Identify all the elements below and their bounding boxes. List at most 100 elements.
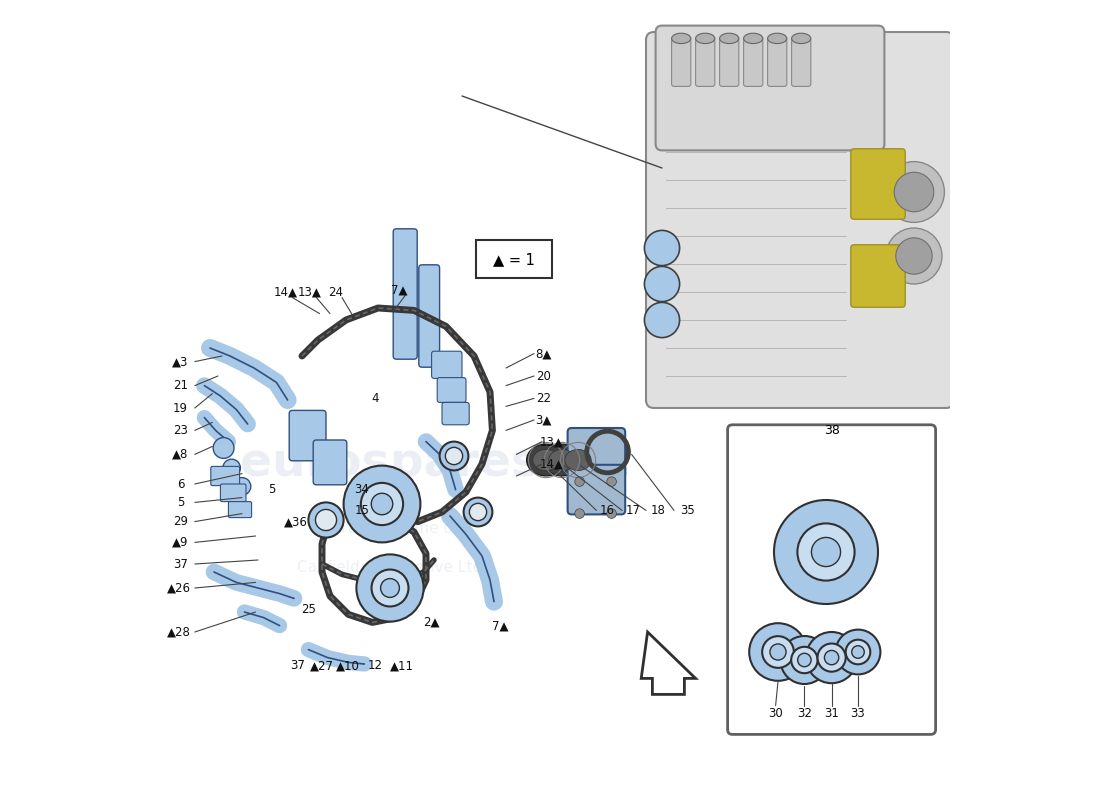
Text: 12: 12 bbox=[368, 659, 383, 672]
FancyBboxPatch shape bbox=[314, 440, 346, 485]
Ellipse shape bbox=[719, 34, 739, 44]
Ellipse shape bbox=[527, 444, 565, 476]
Circle shape bbox=[446, 447, 463, 465]
FancyBboxPatch shape bbox=[289, 410, 326, 461]
FancyBboxPatch shape bbox=[850, 245, 905, 307]
Circle shape bbox=[817, 643, 846, 672]
Text: a trading name of: a trading name of bbox=[321, 521, 459, 535]
Polygon shape bbox=[641, 632, 695, 694]
Text: ▲36: ▲36 bbox=[284, 515, 308, 528]
Text: 13▲: 13▲ bbox=[298, 286, 322, 298]
Circle shape bbox=[798, 523, 855, 581]
Text: 15: 15 bbox=[354, 504, 370, 517]
Ellipse shape bbox=[559, 444, 597, 476]
Text: eurospares: eurospares bbox=[241, 442, 540, 486]
Circle shape bbox=[440, 442, 469, 470]
Text: ▲27: ▲27 bbox=[310, 659, 334, 672]
Circle shape bbox=[770, 644, 786, 660]
FancyBboxPatch shape bbox=[672, 38, 691, 86]
Circle shape bbox=[372, 570, 408, 606]
FancyBboxPatch shape bbox=[220, 484, 246, 502]
Circle shape bbox=[213, 438, 234, 458]
Text: 21: 21 bbox=[173, 379, 188, 392]
Text: 8▲: 8▲ bbox=[536, 347, 552, 360]
Text: ▲8: ▲8 bbox=[173, 448, 188, 461]
Circle shape bbox=[645, 230, 680, 266]
Circle shape bbox=[812, 538, 840, 566]
FancyBboxPatch shape bbox=[442, 402, 470, 425]
Text: ▲10: ▲10 bbox=[337, 659, 361, 672]
FancyBboxPatch shape bbox=[719, 38, 739, 86]
FancyBboxPatch shape bbox=[768, 38, 786, 86]
Circle shape bbox=[762, 636, 794, 668]
Text: 14▲: 14▲ bbox=[274, 286, 298, 298]
FancyBboxPatch shape bbox=[850, 149, 905, 219]
Circle shape bbox=[851, 646, 865, 658]
Text: 7▲: 7▲ bbox=[392, 283, 408, 296]
Text: 31: 31 bbox=[824, 707, 839, 720]
Text: ▲28: ▲28 bbox=[167, 626, 190, 638]
FancyBboxPatch shape bbox=[744, 38, 762, 86]
Text: 13▲: 13▲ bbox=[540, 435, 563, 448]
Text: 5: 5 bbox=[268, 483, 275, 496]
Circle shape bbox=[607, 509, 616, 518]
Circle shape bbox=[575, 477, 584, 486]
Text: 24: 24 bbox=[328, 286, 343, 298]
Ellipse shape bbox=[532, 450, 559, 470]
Circle shape bbox=[886, 228, 942, 284]
Circle shape bbox=[894, 172, 934, 212]
Circle shape bbox=[316, 510, 337, 530]
Text: ▲26: ▲26 bbox=[167, 582, 190, 594]
Ellipse shape bbox=[672, 34, 691, 44]
Ellipse shape bbox=[768, 34, 786, 44]
Ellipse shape bbox=[695, 34, 715, 44]
Circle shape bbox=[806, 632, 857, 683]
Circle shape bbox=[824, 650, 839, 665]
Text: ▲3: ▲3 bbox=[173, 355, 188, 368]
Text: 16: 16 bbox=[601, 504, 615, 517]
FancyBboxPatch shape bbox=[419, 265, 440, 367]
FancyBboxPatch shape bbox=[229, 502, 252, 518]
FancyBboxPatch shape bbox=[695, 38, 715, 86]
Text: 32: 32 bbox=[798, 707, 812, 720]
FancyBboxPatch shape bbox=[646, 32, 954, 408]
FancyBboxPatch shape bbox=[656, 26, 884, 150]
Circle shape bbox=[356, 554, 424, 622]
FancyBboxPatch shape bbox=[568, 428, 625, 478]
Circle shape bbox=[607, 477, 616, 486]
Text: 30: 30 bbox=[768, 707, 783, 720]
Circle shape bbox=[774, 500, 878, 604]
Circle shape bbox=[233, 478, 251, 495]
Text: 4: 4 bbox=[372, 392, 379, 405]
Ellipse shape bbox=[564, 450, 591, 470]
FancyBboxPatch shape bbox=[211, 466, 240, 486]
Text: 34: 34 bbox=[354, 483, 370, 496]
Text: ▲9: ▲9 bbox=[172, 536, 189, 549]
Circle shape bbox=[791, 646, 817, 674]
Text: 14▲: 14▲ bbox=[540, 458, 563, 470]
Circle shape bbox=[895, 238, 932, 274]
FancyBboxPatch shape bbox=[792, 38, 811, 86]
Text: 37: 37 bbox=[173, 558, 188, 570]
Text: Canfield Automotive Ltd: Canfield Automotive Ltd bbox=[297, 561, 483, 575]
Text: 35: 35 bbox=[680, 504, 695, 517]
Text: 22: 22 bbox=[536, 392, 551, 405]
Text: 20: 20 bbox=[536, 370, 551, 382]
FancyBboxPatch shape bbox=[475, 240, 552, 278]
Circle shape bbox=[798, 654, 811, 666]
Text: 29: 29 bbox=[173, 515, 188, 528]
Text: 19: 19 bbox=[173, 402, 188, 414]
Circle shape bbox=[343, 466, 420, 542]
Text: 25: 25 bbox=[301, 603, 316, 616]
FancyBboxPatch shape bbox=[431, 351, 462, 378]
Circle shape bbox=[470, 503, 486, 521]
Text: 3▲: 3▲ bbox=[536, 414, 552, 426]
Circle shape bbox=[361, 483, 403, 525]
Text: 18: 18 bbox=[650, 504, 666, 517]
Text: 5: 5 bbox=[177, 496, 184, 509]
Circle shape bbox=[645, 266, 680, 302]
Text: 23: 23 bbox=[173, 424, 188, 437]
Text: 37: 37 bbox=[290, 659, 306, 672]
Circle shape bbox=[463, 498, 493, 526]
Text: 33: 33 bbox=[850, 707, 866, 720]
